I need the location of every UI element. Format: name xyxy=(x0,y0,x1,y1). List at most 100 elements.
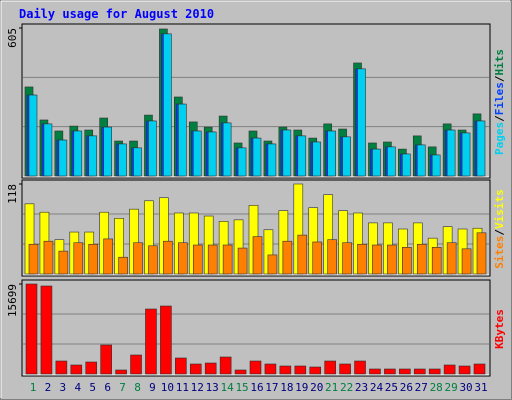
bar xyxy=(178,242,188,275)
bar xyxy=(384,368,396,375)
bar xyxy=(25,283,38,375)
x-tick-label: 22 xyxy=(340,381,353,394)
x-tick-label: 6 xyxy=(104,381,111,394)
bar xyxy=(476,120,486,177)
x-tick-label: 24 xyxy=(370,381,384,394)
bar xyxy=(369,368,381,375)
bar xyxy=(160,305,172,375)
bar xyxy=(267,254,278,275)
bar xyxy=(189,363,202,375)
bar xyxy=(58,250,69,275)
bar xyxy=(85,361,98,375)
bar xyxy=(252,236,263,275)
bar xyxy=(428,368,441,375)
x-tick-label: 16 xyxy=(250,381,263,394)
y-tick-label: 15699 xyxy=(6,284,19,317)
legend: Pages/Files/Hits xyxy=(493,49,506,155)
x-tick-label: 9 xyxy=(149,381,156,394)
x-tick-label: 3 xyxy=(60,381,67,394)
bar xyxy=(70,364,83,375)
x-tick-label: 25 xyxy=(385,381,398,394)
bar xyxy=(133,242,143,275)
bar xyxy=(163,240,173,275)
bar xyxy=(416,243,427,275)
bar xyxy=(43,123,53,177)
x-tick-label: 2 xyxy=(45,381,52,394)
x-tick-label: 1 xyxy=(30,381,37,394)
bar xyxy=(234,369,247,375)
bar xyxy=(357,68,366,177)
bar xyxy=(279,365,292,375)
bar xyxy=(219,356,232,375)
bar xyxy=(443,364,456,375)
bar xyxy=(40,285,53,375)
legend: Sites/Visits xyxy=(493,189,506,269)
legend-separator: / xyxy=(493,115,506,122)
bar xyxy=(473,363,486,375)
bar xyxy=(387,244,397,275)
y-tick-label: 605 xyxy=(6,28,19,48)
bar xyxy=(327,130,336,177)
bar xyxy=(130,354,142,375)
bar xyxy=(252,137,262,177)
bar xyxy=(148,245,158,275)
bar xyxy=(103,126,112,177)
bar xyxy=(115,369,127,375)
bar xyxy=(446,242,457,275)
bar xyxy=(103,238,113,275)
bar xyxy=(163,33,172,177)
bar xyxy=(297,135,307,177)
bar xyxy=(43,240,54,275)
x-tick-label: 14 xyxy=(221,381,235,394)
bar xyxy=(118,143,127,177)
bar xyxy=(357,243,367,275)
x-tick-label: 21 xyxy=(325,381,338,394)
bar xyxy=(28,94,38,177)
x-tick-label: 30 xyxy=(459,381,472,394)
bar xyxy=(222,122,232,177)
bar xyxy=(431,154,441,177)
bar xyxy=(204,362,217,375)
x-tick-label: 5 xyxy=(89,381,96,394)
x-tick-label: 28 xyxy=(430,381,443,394)
bar xyxy=(476,232,487,275)
legend: KBytes xyxy=(493,309,506,349)
chart-title: Daily usage for August 2010 xyxy=(19,7,214,21)
x-tick-label: 17 xyxy=(265,381,278,394)
bar xyxy=(402,153,411,177)
legend-separator: / xyxy=(493,75,506,82)
bar xyxy=(237,247,248,275)
bar xyxy=(342,242,352,275)
bar xyxy=(222,244,233,275)
bar xyxy=(387,146,396,177)
bar xyxy=(282,240,293,275)
bar xyxy=(133,147,142,177)
bar xyxy=(446,129,456,177)
bar xyxy=(342,136,351,177)
legend-entry: Hits xyxy=(493,49,506,76)
x-tick-label: 23 xyxy=(355,381,368,394)
bar xyxy=(88,135,98,177)
x-tick-label: 10 xyxy=(161,381,174,394)
x-tick-label: 13 xyxy=(206,381,219,394)
x-tick-label: 7 xyxy=(119,381,126,394)
bar xyxy=(100,344,112,375)
bar xyxy=(148,120,157,177)
legend-entry: Sites xyxy=(493,236,506,269)
x-tick-label: 20 xyxy=(310,381,323,394)
bar xyxy=(339,363,351,375)
x-tick-label: 4 xyxy=(74,381,81,394)
bar xyxy=(309,366,322,375)
bar xyxy=(282,129,292,177)
bar xyxy=(402,247,412,275)
bar xyxy=(192,244,203,275)
bar xyxy=(73,130,83,177)
x-tick-label: 15 xyxy=(235,381,248,394)
bar xyxy=(58,139,68,177)
bar xyxy=(416,144,426,177)
x-tick-label: 8 xyxy=(134,381,141,394)
bar xyxy=(372,244,382,275)
bar xyxy=(294,365,307,375)
bar xyxy=(431,247,442,275)
bar xyxy=(145,308,157,375)
